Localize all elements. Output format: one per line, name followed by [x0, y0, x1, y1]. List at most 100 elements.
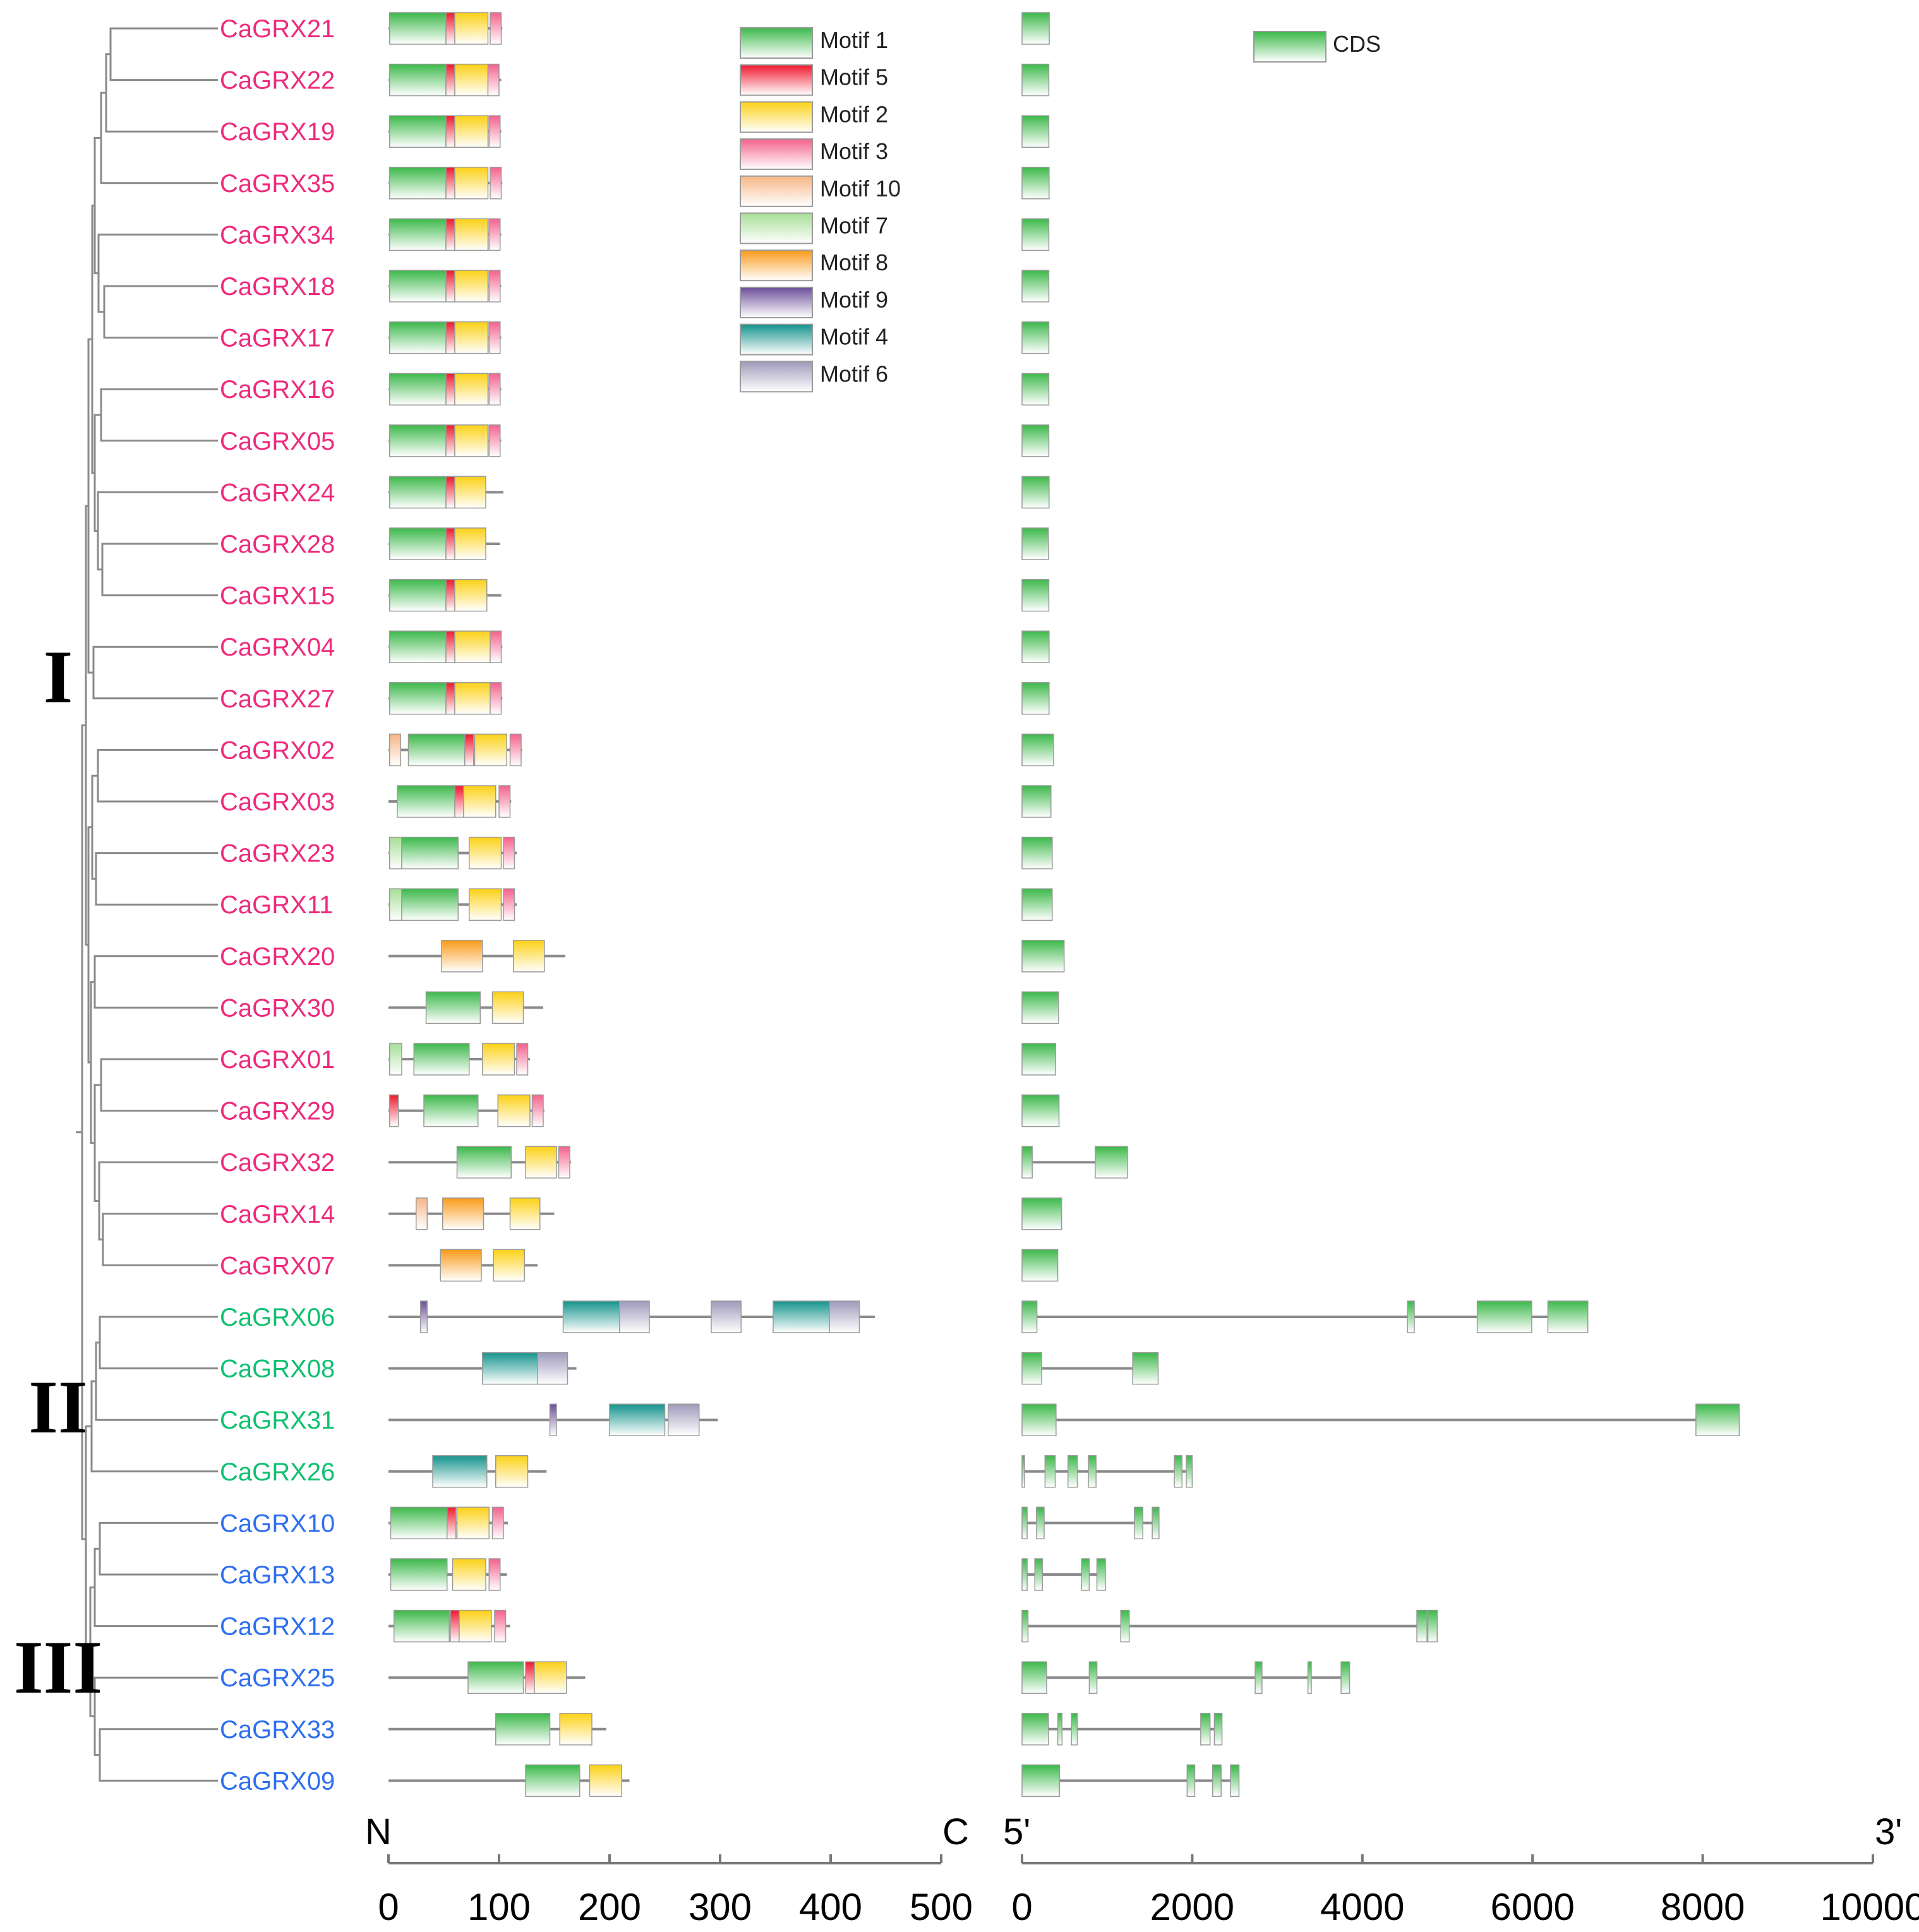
gene-labels: CaGRX21 CaGRX22 CaGRX19 CaGRX35 CaGRX34 CaGRX… [220, 15, 335, 1795]
gene-label-cagrx10: CaGRX10 [220, 1509, 335, 1537]
motif-box-m1 [424, 1095, 478, 1127]
motif-row-cagrx17 [388, 322, 502, 354]
motif-row-cagrx32 [388, 1146, 571, 1178]
tree-branch [99, 234, 218, 311]
motif-box-m3 [503, 889, 515, 920]
motif-box-m1 [390, 476, 446, 508]
motif-box-m2 [459, 1611, 491, 1642]
motif-box-m1 [402, 837, 458, 869]
exon-box [1174, 1456, 1182, 1487]
motif-box-m2 [455, 631, 490, 663]
gene-label-cagrx08: CaGRX08 [220, 1355, 335, 1383]
exon-box [1213, 1765, 1221, 1796]
gene-row-cagrx13 [1022, 1559, 1105, 1590]
exon-box [1058, 1713, 1062, 1745]
motif-box-m4 [773, 1301, 829, 1333]
motif-box-m2 [455, 580, 487, 611]
motif-box-m1 [526, 1765, 580, 1796]
legend-swatch-m4 [740, 325, 812, 355]
tree-branch [101, 389, 218, 441]
motif-box-m3 [559, 1146, 570, 1178]
motif-box-m1 [391, 1559, 447, 1590]
gene-row-cagrx12 [1022, 1611, 1437, 1642]
legend-label-m2: Motif 2 [820, 101, 888, 127]
tree-branch [95, 1549, 218, 1626]
motif-box-m1 [391, 1507, 447, 1539]
exon-box [1022, 631, 1049, 663]
motif-row-cagrx05 [388, 425, 502, 457]
legend-label-m3: Motif 3 [820, 138, 888, 164]
gene-label-cagrx31: CaGRX31 [220, 1407, 335, 1434]
motif-box-m2 [534, 1662, 567, 1693]
motif-box-m3 [490, 167, 502, 199]
motif-row-cagrx34 [388, 219, 502, 250]
exon-box [1022, 786, 1051, 817]
gene-axis-end-label: 3' [1875, 1811, 1902, 1852]
exon-box [1022, 425, 1049, 457]
motif-box-m5 [446, 64, 455, 96]
gene-row-cagrx19 [1022, 116, 1049, 147]
motif-row-cagrx13 [388, 1559, 507, 1590]
exon-box [1022, 1765, 1059, 1796]
exon-box [1071, 1713, 1077, 1745]
exon-box [1214, 1713, 1222, 1745]
gene-structure-figure: CaGRX21CaGRX22CaGRX19CaGRX35CaGRX34CaGRX… [0, 0, 1919, 1932]
cds-legend: CDS [1254, 31, 1381, 62]
exon-box [1477, 1301, 1532, 1333]
exon-box [1037, 1507, 1044, 1539]
motif-axis-tick-label: 500 [910, 1886, 973, 1928]
motif-row-cagrx26 [388, 1456, 546, 1487]
exon-box [1022, 1404, 1056, 1436]
motif-box-m5 [446, 270, 455, 302]
motif-row-cagrx14 [388, 1198, 555, 1230]
motif-box-m8 [442, 940, 483, 972]
motif-box-m3 [532, 1095, 544, 1127]
motif-legend: Motif 1 Motif 5 Motif 2 Motif 3 Motif 10 Moti… [740, 27, 901, 392]
exon-box [1022, 1713, 1049, 1745]
exon-box [1022, 1662, 1047, 1693]
exon-box [1022, 1353, 1042, 1384]
motif-row-cagrx25 [388, 1662, 586, 1693]
tree-branch [106, 54, 218, 131]
tree-branch [104, 286, 218, 338]
exon-box [1428, 1611, 1438, 1642]
gene-label-cagrx27: CaGRX27 [220, 685, 335, 713]
gene-row-cagrx17 [1022, 322, 1049, 354]
motif-row-cagrx12 [388, 1611, 510, 1642]
motif-box-m5 [526, 1662, 534, 1693]
motif-box-m2 [498, 1095, 530, 1127]
motif-box-m2 [483, 1043, 515, 1075]
motif-row-cagrx23 [388, 837, 517, 869]
motif-box-m2 [455, 476, 486, 508]
gene-row-cagrx07 [1022, 1249, 1058, 1281]
motif-box-m2 [455, 270, 488, 302]
motif-box-m6 [538, 1353, 567, 1384]
motif-row-cagrx10 [388, 1507, 508, 1539]
motif-box-m1 [468, 1662, 524, 1693]
gene-label-cagrx20: CaGRX20 [220, 943, 335, 971]
motif-row-cagrx22 [388, 64, 502, 96]
gene-label-cagrx14: CaGRX14 [220, 1201, 335, 1228]
motif-box-m1 [390, 373, 446, 405]
motif-box-m3 [493, 1507, 504, 1539]
gene-label-cagrx17: CaGRX17 [220, 325, 335, 352]
exon-box [1022, 64, 1049, 96]
exon-box [1088, 1456, 1096, 1487]
motif-box-m2 [455, 219, 488, 250]
motif-box-m3 [490, 631, 502, 663]
exon-box [1022, 837, 1052, 869]
gene-axis-tick-label: 4000 [1320, 1886, 1404, 1928]
motif-box-m3 [510, 734, 522, 765]
gene-label-cagrx11: CaGRX11 [220, 891, 333, 919]
gene-axis-tick-label: 6000 [1490, 1886, 1574, 1928]
gene-label-cagrx34: CaGRX34 [220, 221, 335, 249]
exon-box [1022, 683, 1049, 714]
exon-box [1696, 1404, 1740, 1436]
motif-box-m3 [517, 1043, 528, 1075]
motif-box-m5 [446, 116, 455, 147]
legend-swatch-m6 [740, 361, 812, 392]
motif-box-m2 [493, 1249, 524, 1281]
motif-box-m1 [397, 786, 455, 817]
legend-label-m8: Motif 8 [820, 249, 888, 275]
exon-box [1230, 1765, 1239, 1796]
